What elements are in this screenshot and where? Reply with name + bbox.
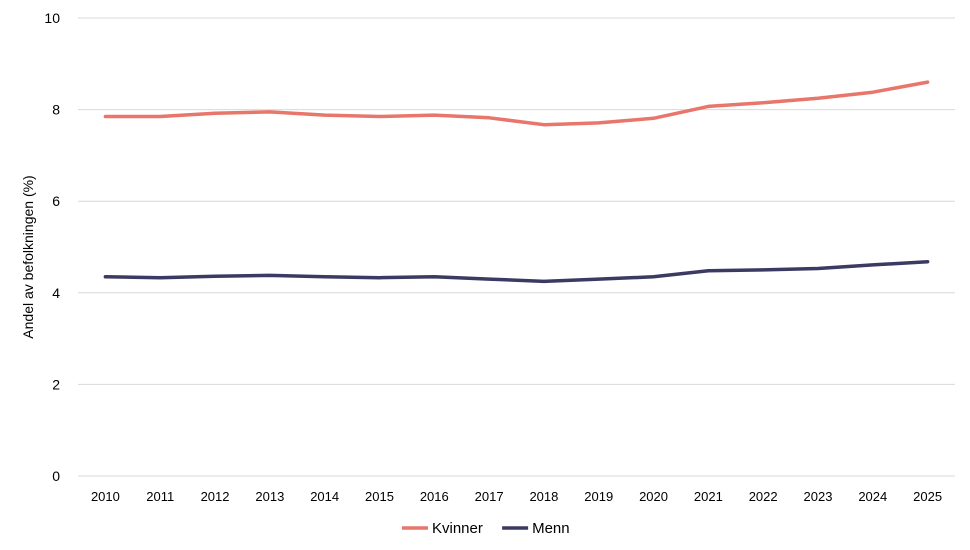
legend-label: Menn <box>532 520 570 537</box>
y-tick-label: 6 <box>52 193 60 209</box>
y-axis-title: Andel av befolkningen (%) <box>20 175 36 338</box>
x-tick-label: 2023 <box>804 489 833 504</box>
legend-item-menn: Menn <box>502 520 570 537</box>
x-tick-label: 2010 <box>91 489 120 504</box>
x-tick-label: 2016 <box>420 489 449 504</box>
y-axis-ticks: 0 2 4 6 8 10 <box>44 10 60 484</box>
x-tick-label: 2018 <box>529 489 558 504</box>
legend-label: Kvinner <box>432 520 483 537</box>
x-tick-label: 2025 <box>913 489 942 504</box>
series-line-menn <box>103 259 930 284</box>
series-lines <box>103 80 930 284</box>
x-tick-label: 2017 <box>475 489 504 504</box>
series-line-kvinner <box>103 80 930 127</box>
x-tick-label: 2019 <box>584 489 613 504</box>
y-tick-label: 0 <box>52 468 60 484</box>
x-tick-label: 2013 <box>255 489 284 504</box>
legend: Kvinner Menn <box>402 520 570 537</box>
y-tick-label: 4 <box>52 285 60 301</box>
y-tick-label: 2 <box>52 376 60 392</box>
x-tick-label: 2021 <box>694 489 723 504</box>
x-tick-label: 2011 <box>146 489 174 504</box>
x-tick-label: 2022 <box>749 489 778 504</box>
x-tick-label: 2015 <box>365 489 394 504</box>
x-tick-label: 2024 <box>858 489 887 504</box>
x-tick-label: 2014 <box>310 489 339 504</box>
y-tick-label: 10 <box>44 10 60 26</box>
x-axis-ticks: 2010 2011 2012 2013 2014 2015 2016 2017 2018 2019… <box>91 489 942 504</box>
x-tick-label: 2012 <box>201 489 230 504</box>
y-tick-label: 8 <box>52 102 60 118</box>
x-tick-label: 2020 <box>639 489 668 504</box>
gridlines <box>78 17 955 385</box>
legend-item-kvinner: Kvinner <box>402 520 483 537</box>
